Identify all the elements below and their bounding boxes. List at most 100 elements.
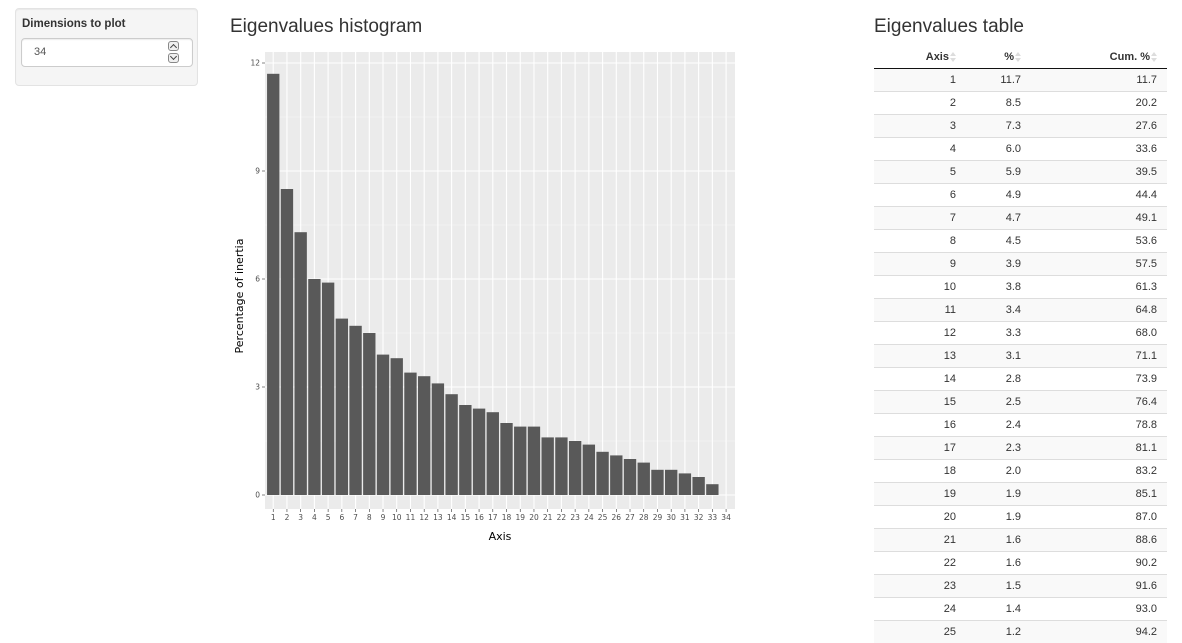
x-tick-label: 21	[543, 513, 553, 522]
cell-axis: 10	[874, 276, 966, 299]
header-axis[interactable]: Axis	[874, 46, 966, 69]
cell-percent: 7.3	[966, 115, 1031, 138]
x-tick-label: 14	[447, 513, 457, 522]
bar	[404, 373, 416, 495]
bar	[349, 326, 361, 495]
dimensions-label: Dimensions to plot	[22, 18, 126, 30]
bar	[514, 427, 526, 495]
x-tick-label: 15	[461, 513, 471, 522]
cell-axis: 11	[874, 299, 966, 322]
bar	[473, 409, 485, 495]
y-tick-label: 12	[250, 59, 260, 68]
bar	[391, 358, 403, 495]
bar	[555, 437, 567, 495]
bar	[445, 394, 457, 495]
bar	[583, 445, 595, 495]
cell-axis: 15	[874, 391, 966, 414]
bar	[569, 441, 581, 495]
cell-axis: 4	[874, 138, 966, 161]
cell-cumulative: 90.2	[1031, 552, 1167, 575]
header-percent[interactable]: %	[966, 46, 1031, 69]
sort-icon[interactable]	[950, 51, 956, 63]
bar	[308, 279, 320, 495]
cell-axis: 6	[874, 184, 966, 207]
bar	[638, 463, 650, 495]
cell-cumulative: 64.8	[1031, 299, 1167, 322]
cell-axis: 3	[874, 115, 966, 138]
x-tick-label: 18	[502, 513, 512, 522]
bar	[651, 470, 663, 495]
x-tick-label: 9	[381, 513, 386, 522]
cell-cumulative: 61.3	[1031, 276, 1167, 299]
table-header-row: Axis % Cum. %	[874, 46, 1167, 69]
cell-percent: 4.5	[966, 230, 1031, 253]
x-tick-label: 13	[433, 513, 443, 522]
spin-down-icon[interactable]	[168, 53, 179, 63]
x-tick-label: 2	[285, 513, 290, 522]
bar	[295, 232, 307, 495]
header-cumulative[interactable]: Cum. %	[1031, 46, 1167, 69]
bar	[706, 484, 718, 495]
bar	[336, 319, 348, 495]
y-tick-label: 0	[255, 491, 260, 500]
cell-cumulative: 27.6	[1031, 115, 1167, 138]
cell-cumulative: 81.1	[1031, 437, 1167, 460]
x-tick-label: 33	[708, 513, 718, 522]
x-tick-label: 16	[474, 513, 484, 522]
x-tick-label: 17	[488, 513, 498, 522]
cell-axis: 17	[874, 437, 966, 460]
y-tick-label: 6	[255, 275, 260, 284]
bar	[624, 459, 636, 495]
cell-cumulative: 57.5	[1031, 253, 1167, 276]
cell-percent: 8.5	[966, 92, 1031, 115]
x-tick-label: 19	[515, 513, 525, 522]
cell-cumulative: 93.0	[1031, 598, 1167, 621]
cell-cumulative: 85.1	[1031, 483, 1167, 506]
x-tick-label: 22	[557, 513, 567, 522]
cell-percent: 4.9	[966, 184, 1031, 207]
cell-axis: 9	[874, 253, 966, 276]
x-tick-label: 20	[529, 513, 539, 522]
cell-cumulative: 78.8	[1031, 414, 1167, 437]
cell-axis: 20	[874, 506, 966, 529]
spin-up-icon[interactable]	[168, 41, 179, 51]
x-tick-label: 26	[612, 513, 622, 522]
cell-cumulative: 76.4	[1031, 391, 1167, 414]
cell-cumulative: 71.1	[1031, 345, 1167, 368]
cell-axis: 14	[874, 368, 966, 391]
cell-axis: 16	[874, 414, 966, 437]
bar	[432, 383, 444, 495]
cell-cumulative: 20.2	[1031, 92, 1167, 115]
cell-axis: 19	[874, 483, 966, 506]
x-tick-label: 25	[598, 513, 608, 522]
cell-axis: 13	[874, 345, 966, 368]
sort-icon[interactable]	[1151, 51, 1157, 63]
cell-percent: 5.9	[966, 161, 1031, 184]
cell-percent: 4.7	[966, 207, 1031, 230]
cell-axis: 21	[874, 529, 966, 552]
sort-icon[interactable]	[1015, 51, 1021, 63]
y-tick-label: 9	[255, 167, 260, 176]
cell-axis: 24	[874, 598, 966, 621]
x-tick-label: 27	[625, 513, 635, 522]
cell-percent: 3.8	[966, 276, 1031, 299]
x-tick-label: 6	[339, 513, 344, 522]
bar	[692, 477, 704, 495]
cell-percent: 2.3	[966, 437, 1031, 460]
cell-percent: 2.5	[966, 391, 1031, 414]
cell-axis: 5	[874, 161, 966, 184]
bar	[500, 423, 512, 495]
cell-cumulative: 87.0	[1031, 506, 1167, 529]
